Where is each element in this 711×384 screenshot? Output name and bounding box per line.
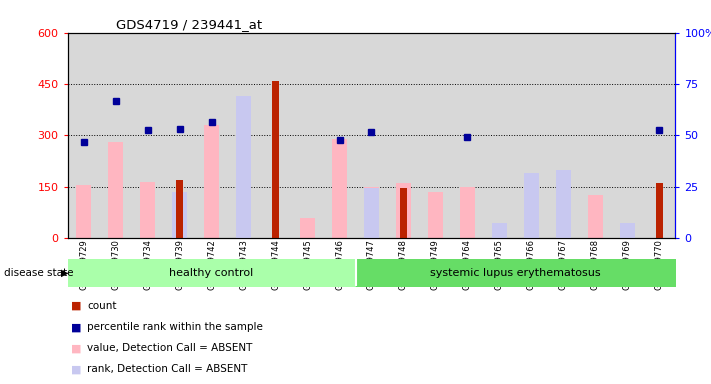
Bar <box>524 173 539 238</box>
Bar <box>236 96 251 238</box>
Text: count: count <box>87 301 117 311</box>
Bar <box>356 33 387 238</box>
Text: disease state: disease state <box>4 268 73 278</box>
Text: ■: ■ <box>71 364 82 374</box>
Bar <box>196 33 228 238</box>
Bar <box>492 223 507 238</box>
Bar <box>396 183 411 238</box>
Bar <box>579 33 611 238</box>
Text: systemic lupus erythematosus: systemic lupus erythematosus <box>430 268 601 278</box>
Bar <box>547 33 579 238</box>
Bar <box>620 223 635 238</box>
Bar <box>324 33 356 238</box>
Bar <box>260 33 292 238</box>
Bar <box>588 195 603 238</box>
Bar <box>100 33 132 238</box>
Bar <box>643 33 675 238</box>
Bar <box>556 170 571 238</box>
Bar <box>620 223 635 238</box>
Bar <box>483 33 515 238</box>
Text: ■: ■ <box>71 343 82 353</box>
Bar <box>364 189 379 238</box>
Bar <box>515 33 547 238</box>
Bar <box>68 33 100 238</box>
Bar <box>332 139 347 238</box>
Bar <box>428 192 443 238</box>
Bar <box>172 192 187 238</box>
Bar <box>387 33 419 238</box>
Bar <box>140 182 155 238</box>
Bar <box>656 183 663 238</box>
Text: GDS4719 / 239441_at: GDS4719 / 239441_at <box>116 18 262 31</box>
Text: healthy control: healthy control <box>169 268 254 278</box>
Bar <box>364 187 379 238</box>
Bar <box>419 33 451 238</box>
Bar <box>164 33 196 238</box>
Bar <box>460 187 475 238</box>
Bar <box>108 142 123 238</box>
Bar <box>132 33 164 238</box>
Bar <box>492 223 507 238</box>
Bar <box>400 189 407 238</box>
Bar <box>172 214 187 238</box>
Text: ■: ■ <box>71 301 82 311</box>
Bar <box>176 180 183 238</box>
Bar <box>292 33 324 238</box>
Bar <box>524 197 539 238</box>
Text: percentile rank within the sample: percentile rank within the sample <box>87 322 263 332</box>
Text: ▶: ▶ <box>61 268 69 278</box>
Bar <box>611 33 643 238</box>
Bar <box>556 195 571 238</box>
Bar <box>204 125 219 238</box>
Bar <box>300 217 315 238</box>
Bar <box>236 129 251 238</box>
Text: value, Detection Call = ABSENT: value, Detection Call = ABSENT <box>87 343 253 353</box>
Bar <box>272 81 279 238</box>
Bar <box>451 33 483 238</box>
Text: ■: ■ <box>71 322 82 332</box>
Bar <box>228 33 260 238</box>
Bar <box>76 185 91 238</box>
Text: rank, Detection Call = ABSENT: rank, Detection Call = ABSENT <box>87 364 248 374</box>
